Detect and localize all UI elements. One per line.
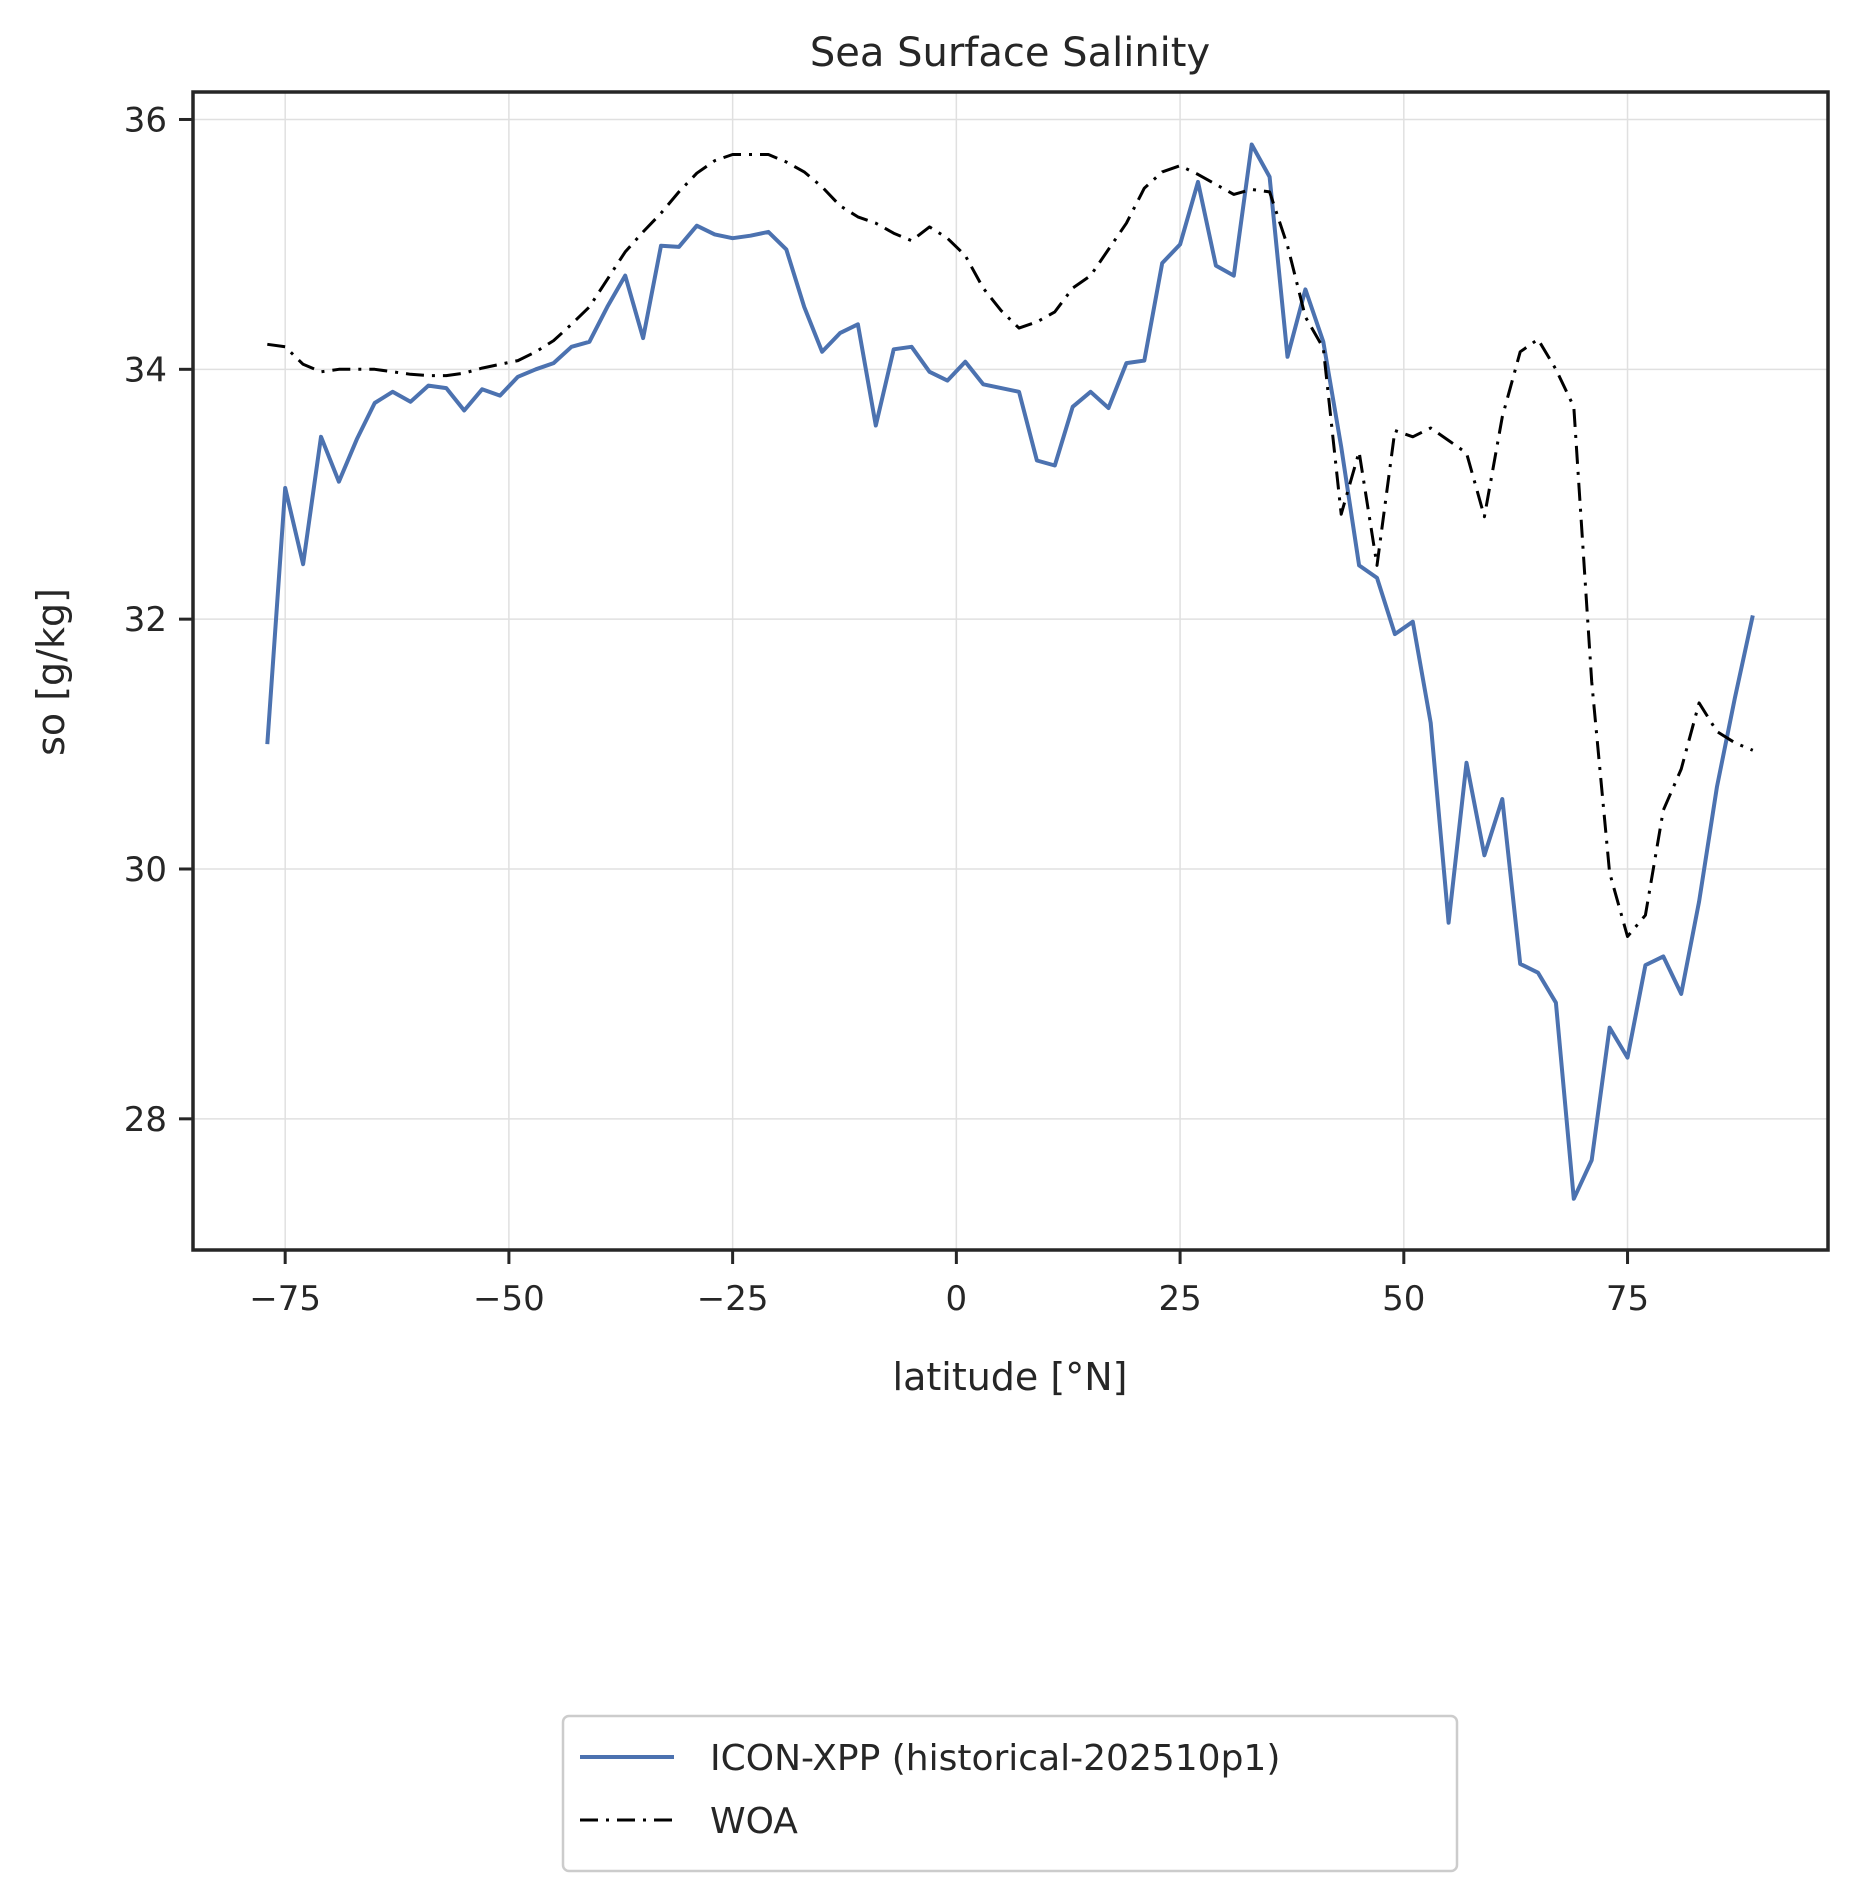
y-tick-label: 34: [124, 350, 167, 390]
legend-label-icon-xpp: ICON-XPP (historical-202510p1): [710, 1738, 1280, 1779]
x-tick-label: −75: [249, 1279, 321, 1319]
y-tick-label: 30: [124, 850, 167, 890]
series-icon-xpp-line: [265, 142, 1755, 1201]
x-tick-label: 0: [946, 1279, 968, 1319]
x-tick-label: 75: [1606, 1279, 1649, 1319]
legend-label-woa: WOA: [710, 1801, 798, 1842]
y-tick-label: 28: [124, 1100, 167, 1140]
series-woa-line: [267, 153, 1754, 938]
legend: ICON-XPP (historical-202510p1) WOA: [561, 1714, 1459, 1873]
plot-frame: [191, 90, 1830, 1252]
x-axis-label: latitude [°N]: [893, 1355, 1128, 1399]
y-axis-label: so [g/kg]: [29, 588, 73, 756]
y-tick-label: 32: [124, 600, 167, 640]
x-axis-ticks: −75 −50 −25 0 25 50 75: [249, 1250, 1649, 1319]
grid-lines: [193, 92, 1828, 1250]
x-tick-label: −50: [473, 1279, 545, 1319]
y-tick-label: 36: [124, 100, 167, 140]
x-tick-label: 50: [1382, 1279, 1425, 1319]
data-series: [265, 142, 1755, 1201]
x-tick-label: 25: [1158, 1279, 1201, 1319]
y-axis-ticks: 28 30 32 34 36: [124, 100, 193, 1140]
legend-box: [561, 1714, 1459, 1873]
chart-title: Sea Surface Salinity: [810, 30, 1210, 76]
x-tick-label: −25: [697, 1279, 769, 1319]
